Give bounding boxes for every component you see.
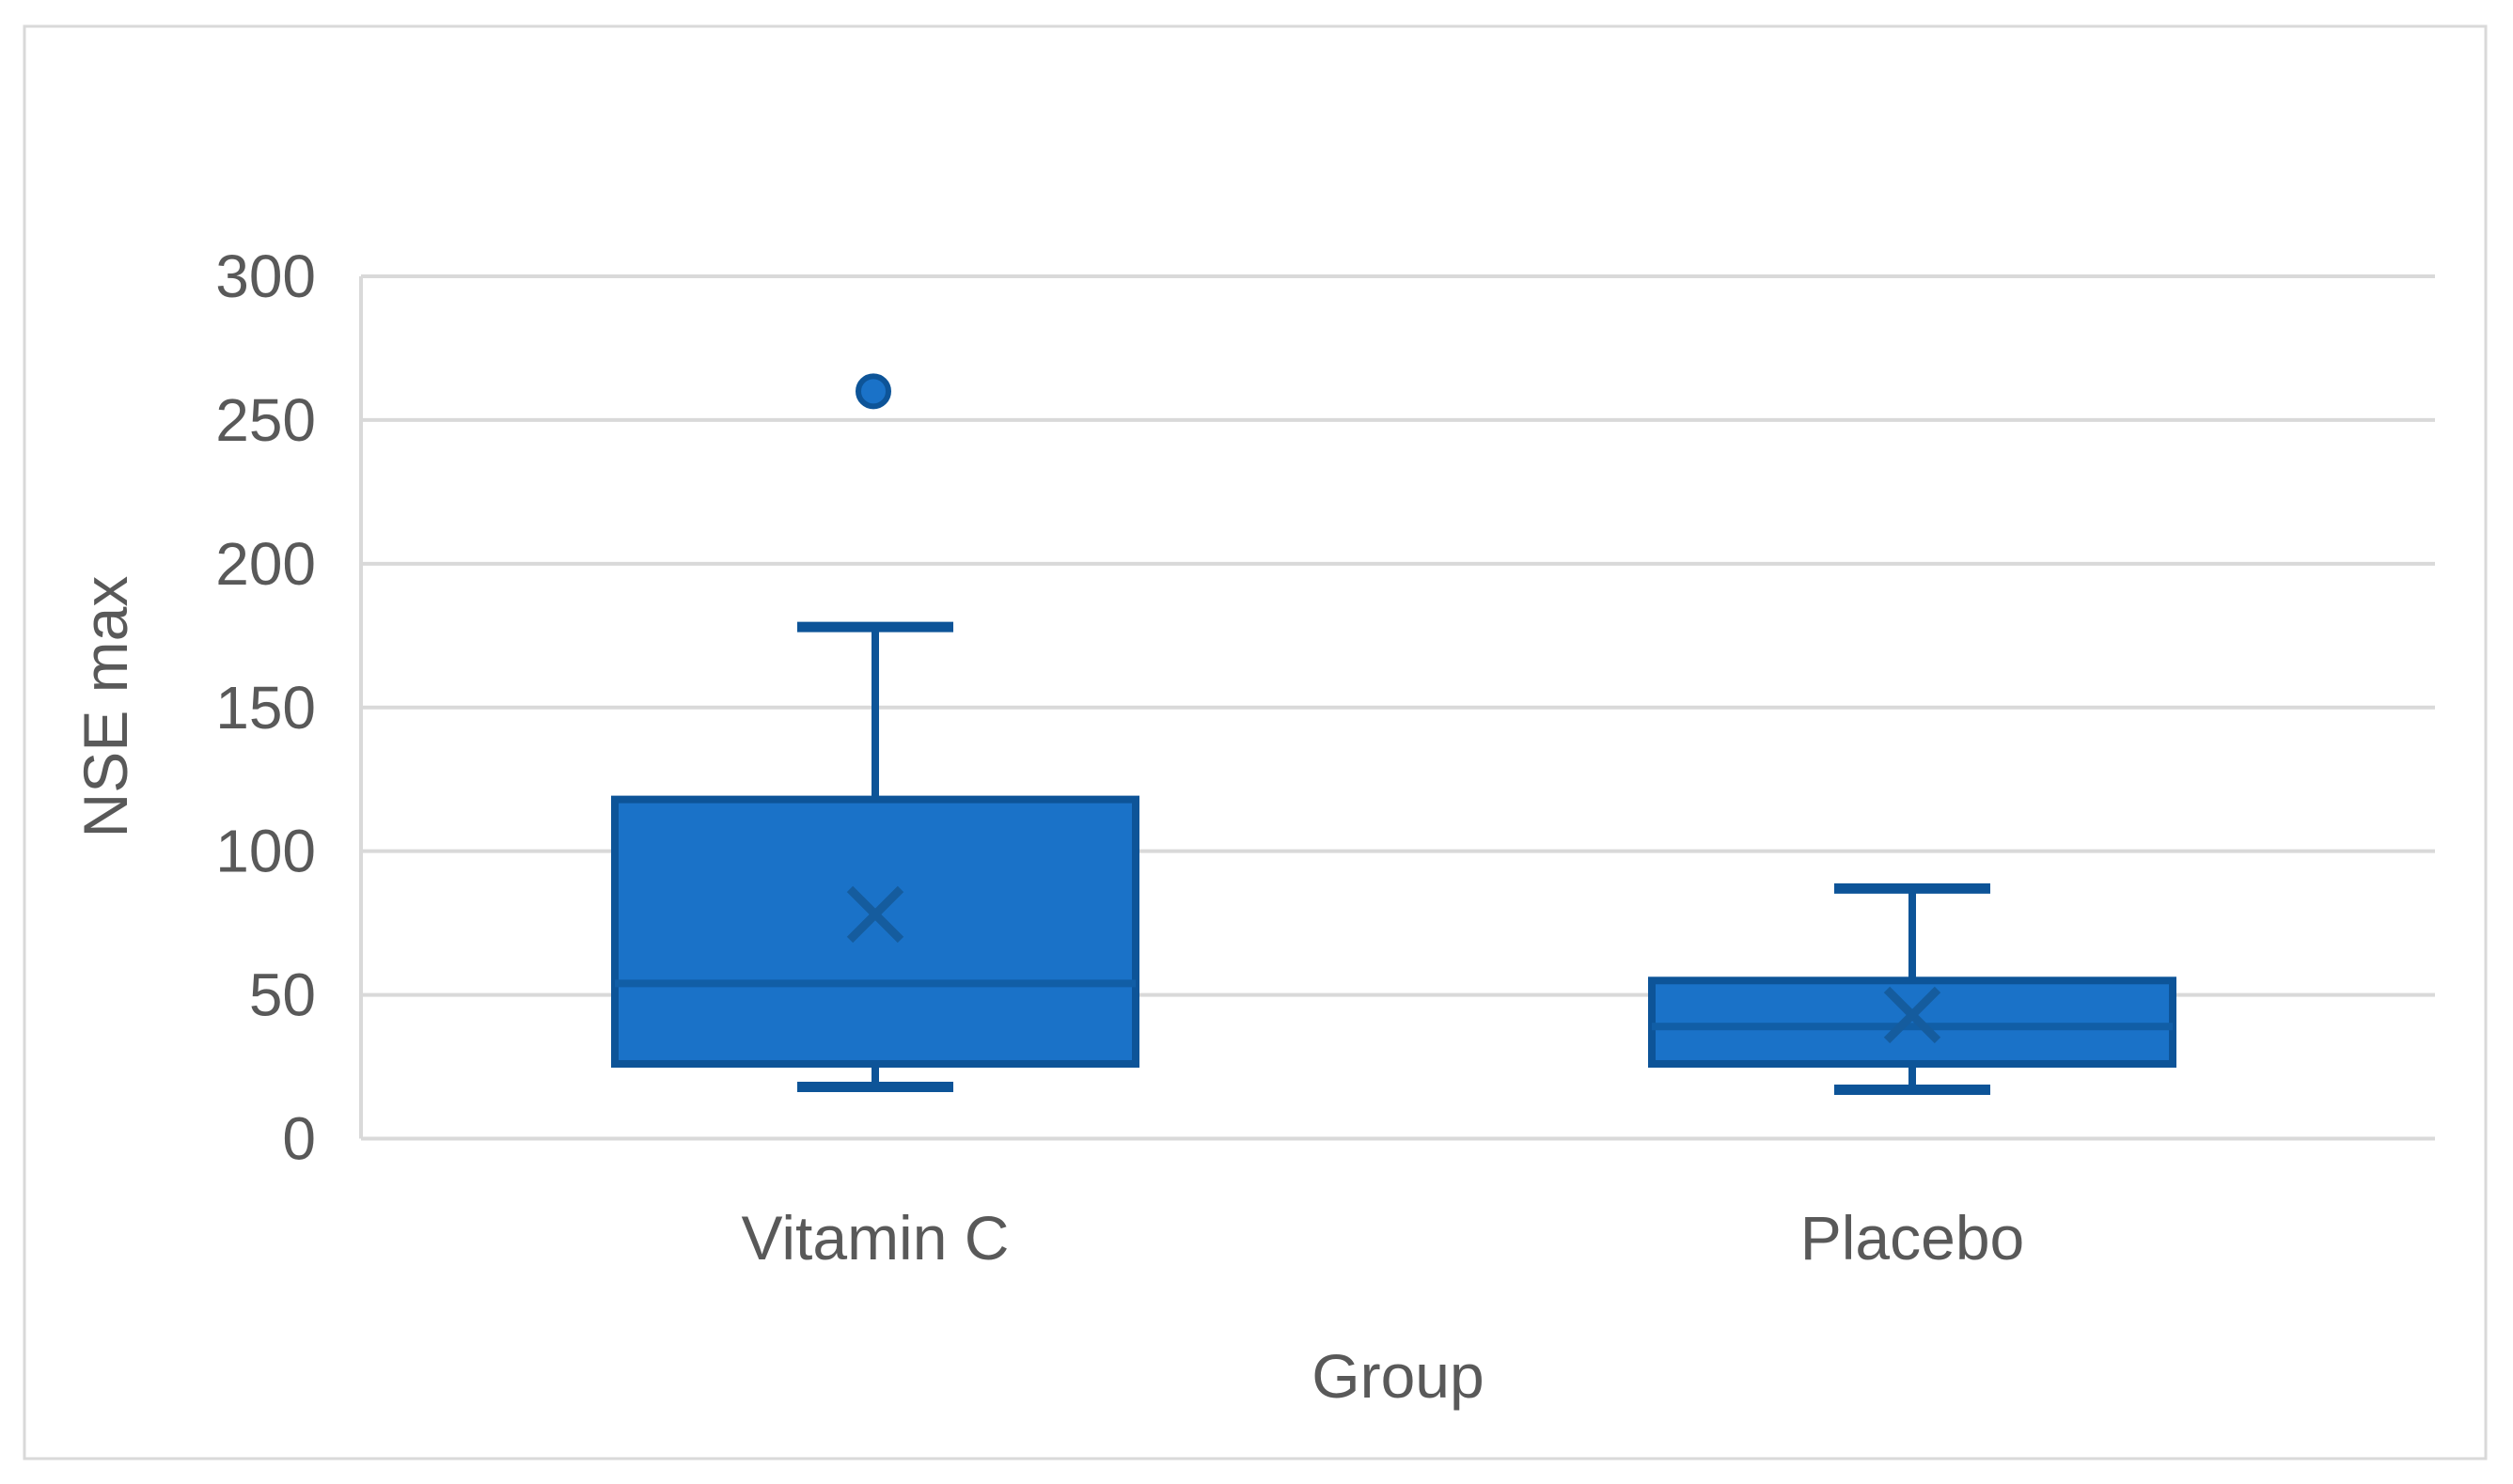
y-tick-label-150: 150 <box>215 674 316 742</box>
chart-canvas-border <box>23 24 2488 1461</box>
outlier-point-vitamin-c <box>856 373 891 410</box>
y-tick-label-300: 300 <box>215 242 316 310</box>
x-category-label-vitamin-c: Vitamin C <box>742 1203 1010 1273</box>
y-tick-label-50: 50 <box>249 961 316 1029</box>
mean-marker-vitamin-c <box>846 885 904 944</box>
y-tick-label-0: 0 <box>282 1105 316 1173</box>
mean-marker-placebo <box>1883 986 1941 1044</box>
y-tick-label-100: 100 <box>215 818 316 885</box>
x-category-label-placebo: Placebo <box>1800 1203 2025 1273</box>
box-placebo <box>1648 976 2176 1068</box>
y-tick-label-200: 200 <box>215 530 316 598</box>
y-tick-label-250: 250 <box>215 386 316 454</box>
x-axis-title: Group <box>1311 1341 1484 1411</box>
box-vitamin-c <box>611 795 1139 1068</box>
y-axis-title: NSE max <box>71 576 140 838</box>
